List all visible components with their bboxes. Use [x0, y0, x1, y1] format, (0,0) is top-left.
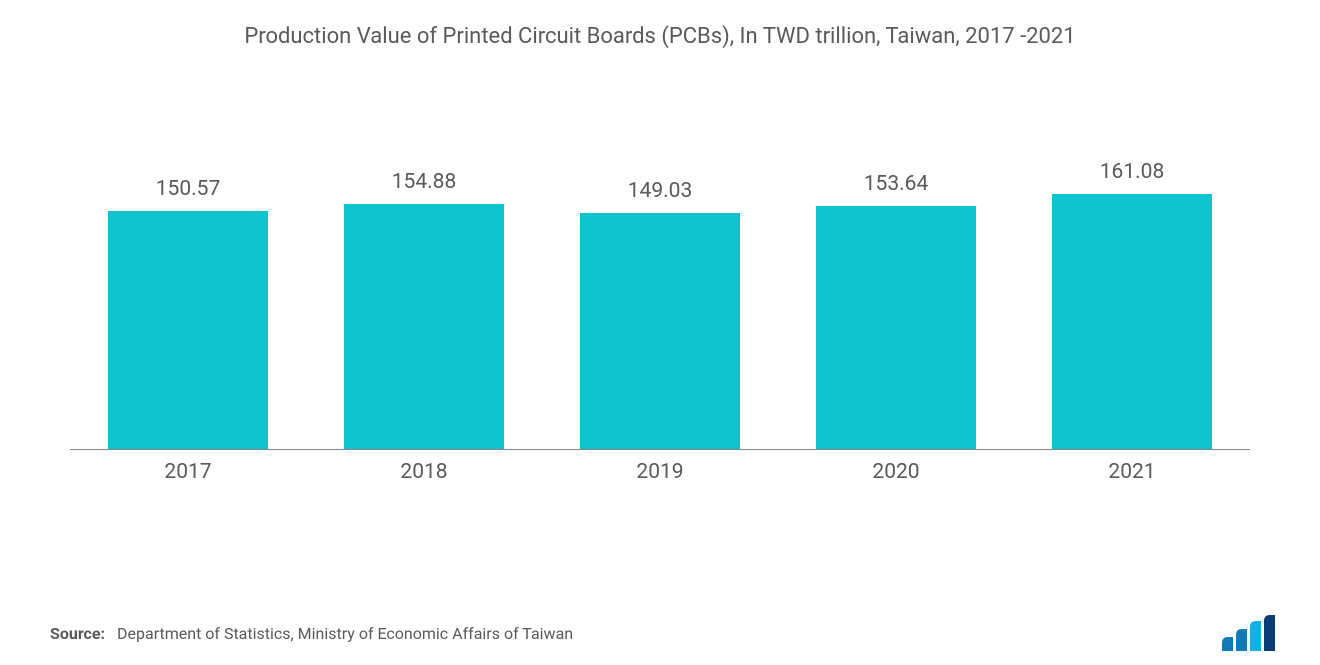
bar-value-label: 154.88 [392, 170, 457, 194]
bar-value-label: 150.57 [156, 177, 221, 201]
bars-row: 150.57 154.88 149.03 153.64 161.08 [70, 149, 1250, 449]
x-axis-label: 2017 [70, 460, 306, 484]
chart-title: Production Value of Printed Circuit Boar… [50, 24, 1270, 49]
bar-value-label: 161.08 [1100, 160, 1165, 184]
bar-group: 154.88 [306, 170, 542, 449]
bar-group: 149.03 [542, 179, 778, 449]
source-label: Source: [50, 624, 105, 643]
bar-value-label: 153.64 [864, 172, 929, 196]
source-attribution: Source: Department of Statistics, Minist… [50, 624, 573, 643]
bar-group: 153.64 [778, 172, 1014, 449]
x-axis-label: 2021 [1014, 460, 1250, 484]
bar-rect [580, 213, 740, 449]
bar-rect [344, 204, 504, 449]
x-axis-label: 2020 [778, 460, 1014, 484]
x-axis-label: 2018 [306, 460, 542, 484]
bar-group: 150.57 [70, 177, 306, 449]
bar-group: 161.08 [1014, 160, 1250, 449]
bar-value-label: 149.03 [628, 179, 693, 203]
chart-area: 150.57154.88149.03153.64161.08 201720182… [70, 149, 1250, 509]
bar-rect [816, 206, 976, 449]
x-axis-label: 2019 [542, 460, 778, 484]
bar-rect [108, 211, 268, 449]
x-labels-row: 20172018201920202021 [70, 460, 1250, 484]
bar-rect [1052, 194, 1212, 449]
source-text: Department of Statistics, Ministry of Ec… [117, 624, 573, 643]
logo-icon [1222, 615, 1284, 651]
x-axis-line [70, 449, 1250, 450]
brand-logo [1222, 615, 1284, 651]
